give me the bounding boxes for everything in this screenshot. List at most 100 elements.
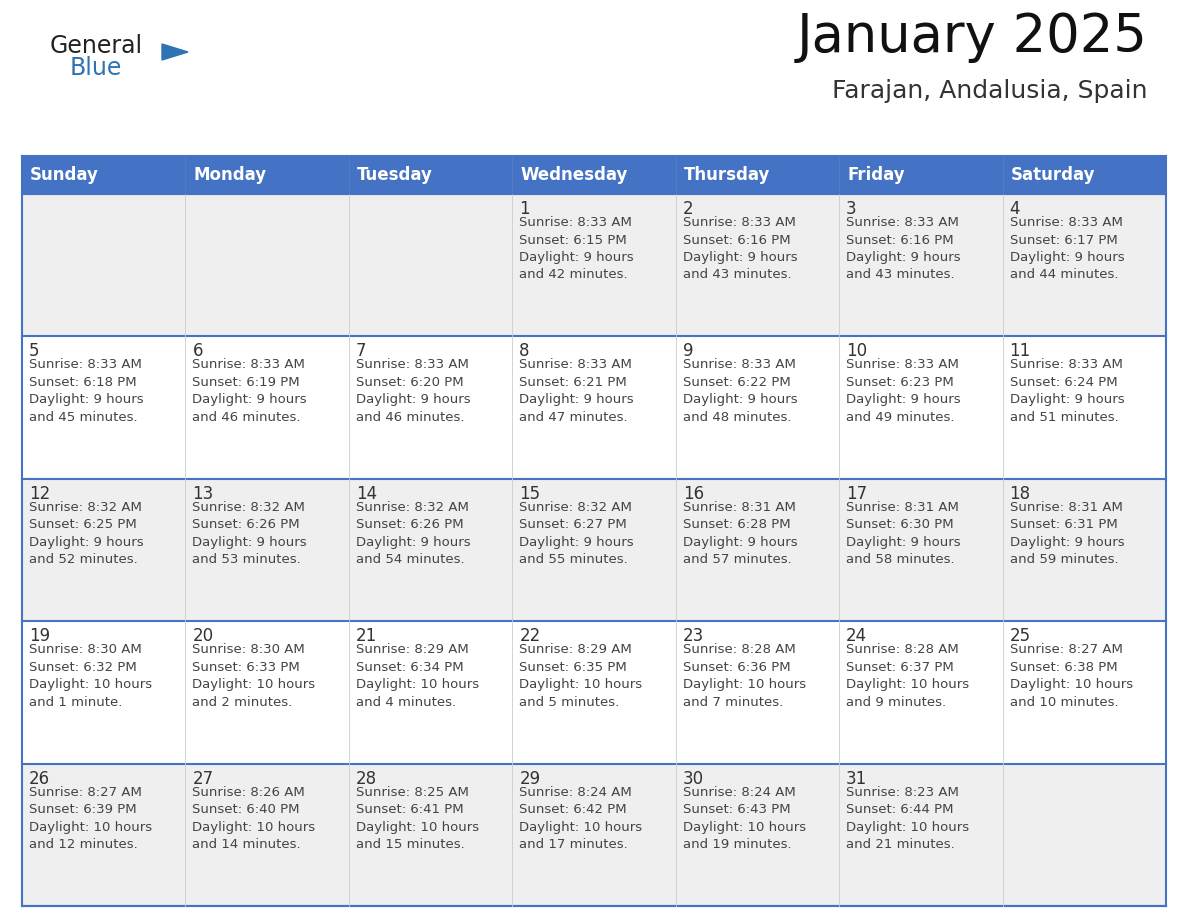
- Bar: [1003, 479, 1165, 621]
- Bar: [512, 156, 676, 194]
- Bar: [23, 764, 185, 906]
- Bar: [185, 194, 349, 336]
- Bar: [676, 479, 839, 621]
- Text: 24: 24: [846, 627, 867, 645]
- Text: 17: 17: [846, 485, 867, 503]
- Text: Saturday: Saturday: [1011, 166, 1095, 184]
- Bar: [676, 621, 839, 764]
- Text: 27: 27: [192, 769, 214, 788]
- Bar: [1003, 621, 1165, 764]
- Bar: [512, 194, 676, 336]
- Bar: [349, 156, 512, 194]
- Bar: [1003, 336, 1165, 479]
- Text: Blue: Blue: [70, 56, 122, 80]
- Text: 29: 29: [519, 769, 541, 788]
- Text: 6: 6: [192, 342, 203, 361]
- Text: Sunrise: 8:33 AM
Sunset: 6:19 PM
Daylight: 9 hours
and 46 minutes.: Sunrise: 8:33 AM Sunset: 6:19 PM Dayligh…: [192, 358, 307, 424]
- Text: 8: 8: [519, 342, 530, 361]
- Text: Sunrise: 8:30 AM
Sunset: 6:32 PM
Daylight: 10 hours
and 1 minute.: Sunrise: 8:30 AM Sunset: 6:32 PM Dayligh…: [29, 644, 152, 709]
- Bar: [676, 336, 839, 479]
- Text: Friday: Friday: [847, 166, 905, 184]
- Bar: [839, 621, 1003, 764]
- Bar: [349, 621, 512, 764]
- Bar: [349, 194, 512, 336]
- Text: 11: 11: [1010, 342, 1031, 361]
- Text: 1: 1: [519, 200, 530, 218]
- Text: 13: 13: [192, 485, 214, 503]
- Text: Monday: Monday: [194, 166, 266, 184]
- Text: Sunrise: 8:23 AM
Sunset: 6:44 PM
Daylight: 10 hours
and 21 minutes.: Sunrise: 8:23 AM Sunset: 6:44 PM Dayligh…: [846, 786, 969, 851]
- Text: Sunrise: 8:33 AM
Sunset: 6:15 PM
Daylight: 9 hours
and 42 minutes.: Sunrise: 8:33 AM Sunset: 6:15 PM Dayligh…: [519, 216, 634, 282]
- Bar: [23, 156, 185, 194]
- Text: 26: 26: [29, 769, 50, 788]
- Text: Sunrise: 8:27 AM
Sunset: 6:38 PM
Daylight: 10 hours
and 10 minutes.: Sunrise: 8:27 AM Sunset: 6:38 PM Dayligh…: [1010, 644, 1132, 709]
- Text: Sunrise: 8:32 AM
Sunset: 6:27 PM
Daylight: 9 hours
and 55 minutes.: Sunrise: 8:32 AM Sunset: 6:27 PM Dayligh…: [519, 501, 634, 566]
- Text: Sunrise: 8:32 AM
Sunset: 6:26 PM
Daylight: 9 hours
and 54 minutes.: Sunrise: 8:32 AM Sunset: 6:26 PM Dayligh…: [356, 501, 470, 566]
- Polygon shape: [162, 44, 188, 60]
- Text: 31: 31: [846, 769, 867, 788]
- Bar: [512, 764, 676, 906]
- Text: Sunrise: 8:28 AM
Sunset: 6:36 PM
Daylight: 10 hours
and 7 minutes.: Sunrise: 8:28 AM Sunset: 6:36 PM Dayligh…: [683, 644, 805, 709]
- Text: Sunrise: 8:32 AM
Sunset: 6:26 PM
Daylight: 9 hours
and 53 minutes.: Sunrise: 8:32 AM Sunset: 6:26 PM Dayligh…: [192, 501, 307, 566]
- Text: General: General: [50, 34, 143, 58]
- Text: Sunrise: 8:33 AM
Sunset: 6:16 PM
Daylight: 9 hours
and 43 minutes.: Sunrise: 8:33 AM Sunset: 6:16 PM Dayligh…: [683, 216, 797, 282]
- Bar: [512, 621, 676, 764]
- Bar: [512, 336, 676, 479]
- Text: 10: 10: [846, 342, 867, 361]
- Text: Sunrise: 8:33 AM
Sunset: 6:17 PM
Daylight: 9 hours
and 44 minutes.: Sunrise: 8:33 AM Sunset: 6:17 PM Dayligh…: [1010, 216, 1124, 282]
- Text: Thursday: Thursday: [684, 166, 770, 184]
- Text: 4: 4: [1010, 200, 1020, 218]
- Text: 30: 30: [683, 769, 703, 788]
- Text: 3: 3: [846, 200, 857, 218]
- Text: Sunrise: 8:33 AM
Sunset: 6:24 PM
Daylight: 9 hours
and 51 minutes.: Sunrise: 8:33 AM Sunset: 6:24 PM Dayligh…: [1010, 358, 1124, 424]
- Text: Wednesday: Wednesday: [520, 166, 627, 184]
- Bar: [839, 479, 1003, 621]
- Text: Tuesday: Tuesday: [356, 166, 432, 184]
- Bar: [839, 156, 1003, 194]
- Text: 22: 22: [519, 627, 541, 645]
- Bar: [23, 479, 185, 621]
- Text: 5: 5: [29, 342, 39, 361]
- Bar: [185, 156, 349, 194]
- Text: Sunrise: 8:32 AM
Sunset: 6:25 PM
Daylight: 9 hours
and 52 minutes.: Sunrise: 8:32 AM Sunset: 6:25 PM Dayligh…: [29, 501, 144, 566]
- Text: 15: 15: [519, 485, 541, 503]
- Text: 9: 9: [683, 342, 694, 361]
- Text: 25: 25: [1010, 627, 1031, 645]
- Text: Sunrise: 8:30 AM
Sunset: 6:33 PM
Daylight: 10 hours
and 2 minutes.: Sunrise: 8:30 AM Sunset: 6:33 PM Dayligh…: [192, 644, 316, 709]
- Text: 28: 28: [356, 769, 377, 788]
- Text: Sunrise: 8:31 AM
Sunset: 6:31 PM
Daylight: 9 hours
and 59 minutes.: Sunrise: 8:31 AM Sunset: 6:31 PM Dayligh…: [1010, 501, 1124, 566]
- Text: January 2025: January 2025: [797, 11, 1148, 63]
- Text: 23: 23: [683, 627, 704, 645]
- Text: Sunrise: 8:33 AM
Sunset: 6:21 PM
Daylight: 9 hours
and 47 minutes.: Sunrise: 8:33 AM Sunset: 6:21 PM Dayligh…: [519, 358, 634, 424]
- Text: 2: 2: [683, 200, 694, 218]
- Bar: [185, 336, 349, 479]
- Text: Sunrise: 8:29 AM
Sunset: 6:34 PM
Daylight: 10 hours
and 4 minutes.: Sunrise: 8:29 AM Sunset: 6:34 PM Dayligh…: [356, 644, 479, 709]
- Bar: [676, 764, 839, 906]
- Text: Sunrise: 8:33 AM
Sunset: 6:23 PM
Daylight: 9 hours
and 49 minutes.: Sunrise: 8:33 AM Sunset: 6:23 PM Dayligh…: [846, 358, 961, 424]
- Text: Sunrise: 8:24 AM
Sunset: 6:42 PM
Daylight: 10 hours
and 17 minutes.: Sunrise: 8:24 AM Sunset: 6:42 PM Dayligh…: [519, 786, 643, 851]
- Text: Sunrise: 8:24 AM
Sunset: 6:43 PM
Daylight: 10 hours
and 19 minutes.: Sunrise: 8:24 AM Sunset: 6:43 PM Dayligh…: [683, 786, 805, 851]
- Text: Sunrise: 8:25 AM
Sunset: 6:41 PM
Daylight: 10 hours
and 15 minutes.: Sunrise: 8:25 AM Sunset: 6:41 PM Dayligh…: [356, 786, 479, 851]
- Text: Sunrise: 8:33 AM
Sunset: 6:20 PM
Daylight: 9 hours
and 46 minutes.: Sunrise: 8:33 AM Sunset: 6:20 PM Dayligh…: [356, 358, 470, 424]
- Text: Sunrise: 8:31 AM
Sunset: 6:28 PM
Daylight: 9 hours
and 57 minutes.: Sunrise: 8:31 AM Sunset: 6:28 PM Dayligh…: [683, 501, 797, 566]
- Text: Farajan, Andalusia, Spain: Farajan, Andalusia, Spain: [833, 79, 1148, 103]
- Text: 16: 16: [683, 485, 703, 503]
- Text: 14: 14: [356, 485, 377, 503]
- Bar: [512, 479, 676, 621]
- Text: 21: 21: [356, 627, 377, 645]
- Bar: [349, 479, 512, 621]
- Bar: [23, 194, 185, 336]
- Text: Sunday: Sunday: [30, 166, 99, 184]
- Bar: [185, 764, 349, 906]
- Bar: [1003, 156, 1165, 194]
- Text: 7: 7: [356, 342, 366, 361]
- Text: Sunrise: 8:31 AM
Sunset: 6:30 PM
Daylight: 9 hours
and 58 minutes.: Sunrise: 8:31 AM Sunset: 6:30 PM Dayligh…: [846, 501, 961, 566]
- Text: Sunrise: 8:33 AM
Sunset: 6:18 PM
Daylight: 9 hours
and 45 minutes.: Sunrise: 8:33 AM Sunset: 6:18 PM Dayligh…: [29, 358, 144, 424]
- Bar: [839, 194, 1003, 336]
- Bar: [1003, 764, 1165, 906]
- Bar: [839, 336, 1003, 479]
- Text: Sunrise: 8:33 AM
Sunset: 6:22 PM
Daylight: 9 hours
and 48 minutes.: Sunrise: 8:33 AM Sunset: 6:22 PM Dayligh…: [683, 358, 797, 424]
- Bar: [676, 156, 839, 194]
- Text: Sunrise: 8:29 AM
Sunset: 6:35 PM
Daylight: 10 hours
and 5 minutes.: Sunrise: 8:29 AM Sunset: 6:35 PM Dayligh…: [519, 644, 643, 709]
- Bar: [349, 336, 512, 479]
